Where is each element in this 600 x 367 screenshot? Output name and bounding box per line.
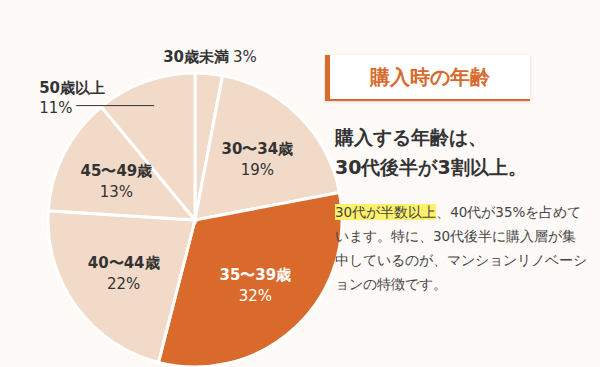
- svg-text:35〜39歳: 35〜39歳: [220, 266, 292, 284]
- svg-text:22%: 22%: [107, 275, 140, 293]
- svg-text:30歳未満3%: 30歳未満3%: [163, 48, 257, 66]
- svg-text:40〜44歳: 40〜44歳: [88, 254, 160, 272]
- svg-text:30〜34歳: 30〜34歳: [221, 140, 293, 158]
- html-text:30代が半数以上、40代が35%を占めています。特に、30代: 30代が半数以上、40代が35%を占めています。特に、30代後半に購入層が集中し…: [335, 204, 587, 292]
- svg-text:19%: 19%: [241, 161, 274, 179]
- html-text:購入する年齢は、: 購入する年齢は、: [335, 126, 487, 148]
- svg-text:45〜49歳: 45〜49歳: [81, 162, 153, 180]
- html-text:30代後半が3割以上。: 30代後半が3割以上。: [335, 156, 527, 178]
- svg-text:13%: 13%: [100, 183, 133, 201]
- html-text:購入時の年齢: 購入時の年齢: [370, 64, 490, 89]
- svg-text:32%: 32%: [239, 287, 272, 305]
- svg-text:11%: 11%: [39, 99, 72, 117]
- svg-text:50歳以上: 50歳以上: [39, 79, 105, 97]
